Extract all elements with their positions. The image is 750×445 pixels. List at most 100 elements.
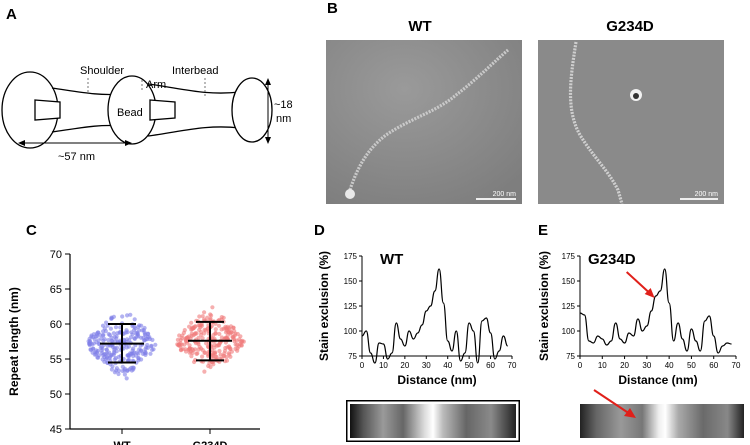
stain-exclusion-wt-plot: 75 100 125 150 175 0 10 20 30 40 50 60 70 Distance (n… — [318, 251, 517, 387]
series-line — [361, 268, 509, 364]
data-point — [109, 367, 114, 372]
data-point — [208, 316, 213, 321]
data-point — [153, 342, 158, 347]
right-bead — [231, 77, 273, 143]
data-point — [93, 352, 98, 357]
data-point — [136, 351, 141, 356]
x-tick-label: 0 — [360, 361, 365, 370]
data-point — [213, 350, 218, 355]
y-axis-label: Repeat length (nm) — [7, 287, 21, 396]
data-point — [103, 351, 108, 356]
data-point — [225, 345, 230, 350]
y-tick-label: 55 — [50, 354, 62, 366]
data-point — [202, 310, 207, 315]
data-point — [102, 355, 107, 360]
data-point — [142, 351, 147, 356]
x-tick-label: 20 — [620, 361, 629, 370]
y-tick-label: 75 — [566, 352, 575, 361]
x-axis-label: Distance (nm) — [397, 373, 476, 387]
em-image-wt: 200 nm — [326, 40, 522, 204]
series-line — [579, 268, 732, 354]
data-point — [230, 335, 235, 340]
data-point — [224, 354, 229, 360]
data-point — [190, 350, 195, 355]
data-point — [205, 315, 210, 320]
data-point — [196, 335, 201, 340]
data-point — [120, 368, 125, 374]
data-point — [219, 335, 224, 340]
y-tick-label: 100 — [344, 327, 358, 336]
data-point — [177, 333, 182, 338]
data-point — [194, 351, 199, 356]
data-point — [140, 328, 145, 333]
data-point — [113, 346, 118, 351]
data-point — [217, 331, 222, 337]
data-point — [109, 353, 114, 358]
data-point — [108, 326, 113, 331]
x-tick-label: 60 — [709, 361, 718, 370]
data-point — [237, 337, 242, 342]
data-point — [187, 346, 192, 351]
data-point — [91, 335, 96, 340]
filament-wt — [346, 48, 510, 197]
panel-label-b: B — [327, 0, 338, 17]
data-point — [104, 347, 109, 352]
data-point — [143, 347, 148, 352]
y-tick-label: 70 — [50, 249, 62, 261]
data-point — [222, 348, 228, 353]
data-point — [200, 336, 205, 341]
data-point — [107, 333, 112, 338]
data-point — [218, 352, 223, 357]
data-point — [113, 325, 119, 330]
data-point — [126, 353, 131, 358]
right-inner-notch — [149, 99, 176, 121]
data-point — [138, 343, 143, 348]
filament-mutant — [568, 41, 624, 204]
data-point — [213, 327, 218, 332]
em-title-mutant: G234D — [606, 18, 654, 35]
data-point — [192, 359, 197, 365]
data-point — [122, 372, 127, 377]
data-point — [200, 348, 205, 353]
label-height-value: ~18 — [274, 99, 293, 111]
scale-bar-mutant: 200 nm — [694, 191, 718, 198]
data-point — [216, 323, 222, 328]
annotation-arrowhead — [644, 288, 655, 298]
data-point — [87, 341, 92, 347]
data-point — [113, 339, 118, 344]
data-point — [193, 331, 198, 336]
em-title-wt: WT — [408, 18, 432, 35]
x-tick-label: 20 — [400, 361, 409, 370]
x-tick-label: 0 — [578, 361, 583, 370]
data-point — [199, 323, 205, 328]
data-point — [227, 327, 232, 332]
data-point — [210, 305, 215, 310]
label-length: ~57 nm — [58, 151, 95, 163]
panel-label-a: A — [6, 6, 17, 23]
y-tick-label: 100 — [562, 327, 576, 336]
data-point — [112, 370, 117, 375]
x-tick-label: 40 — [443, 361, 452, 370]
particle-wt — [345, 189, 355, 199]
data-point — [99, 344, 105, 350]
x-tick-label: 30 — [642, 361, 651, 370]
data-point — [190, 325, 195, 330]
right-arm — [147, 83, 241, 137]
y-tick-label: 75 — [348, 352, 357, 361]
stain-exclusion-g234d-plot: 75 100 125 150 175 0 10 20 30 40 50 60 70 Distance (n… — [538, 251, 741, 387]
arrow-strip-e — [593, 389, 636, 418]
data-point — [110, 364, 115, 369]
left-inner-notch — [34, 99, 61, 121]
data-point — [120, 314, 125, 319]
data-point — [132, 317, 137, 322]
data-point — [137, 347, 142, 352]
data-point — [134, 334, 139, 339]
data-point — [210, 348, 215, 353]
panel-label-c: C — [26, 222, 37, 239]
data-point — [125, 330, 130, 335]
data-point — [133, 326, 138, 331]
data-point — [144, 336, 149, 342]
data-point — [202, 369, 207, 374]
data-point — [204, 341, 209, 346]
plot-title: WT — [380, 251, 403, 268]
